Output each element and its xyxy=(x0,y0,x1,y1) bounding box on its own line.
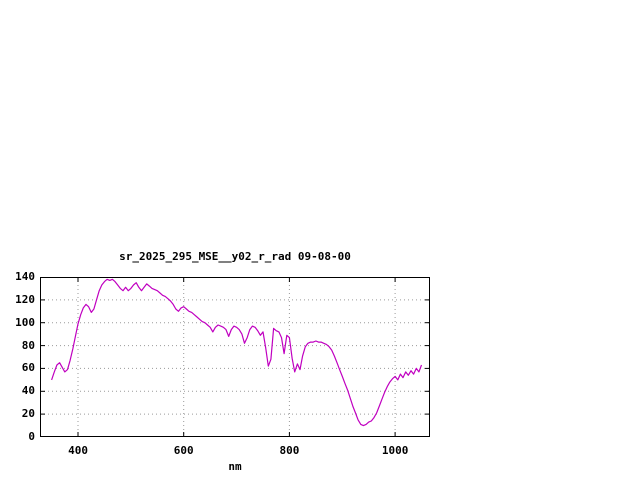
y-tick-label: 20 xyxy=(21,407,35,421)
x-tick-label: 800 xyxy=(279,444,300,457)
x-tick-label: 400 xyxy=(68,444,88,457)
plot-border xyxy=(40,277,430,437)
y-tick-label: 140 xyxy=(15,270,35,283)
x-tick-label: 1000 xyxy=(381,444,409,457)
y-tick-label: 60 xyxy=(21,361,35,375)
y-tick-label: 80 xyxy=(21,338,35,352)
x-axis-label: nm xyxy=(228,460,242,473)
chart-title: sr_2025_295_MSE__y02_r_rad 09-08-00 xyxy=(119,250,351,263)
x-tick-label: 600 xyxy=(173,444,194,457)
y-tick-label: 100 xyxy=(15,315,35,329)
plot-area xyxy=(40,277,430,437)
y-tick-label: 120 xyxy=(15,292,35,306)
series-line xyxy=(51,278,423,427)
y-tick-label: 40 xyxy=(21,384,35,398)
y-tick-label: 0 xyxy=(28,430,35,443)
